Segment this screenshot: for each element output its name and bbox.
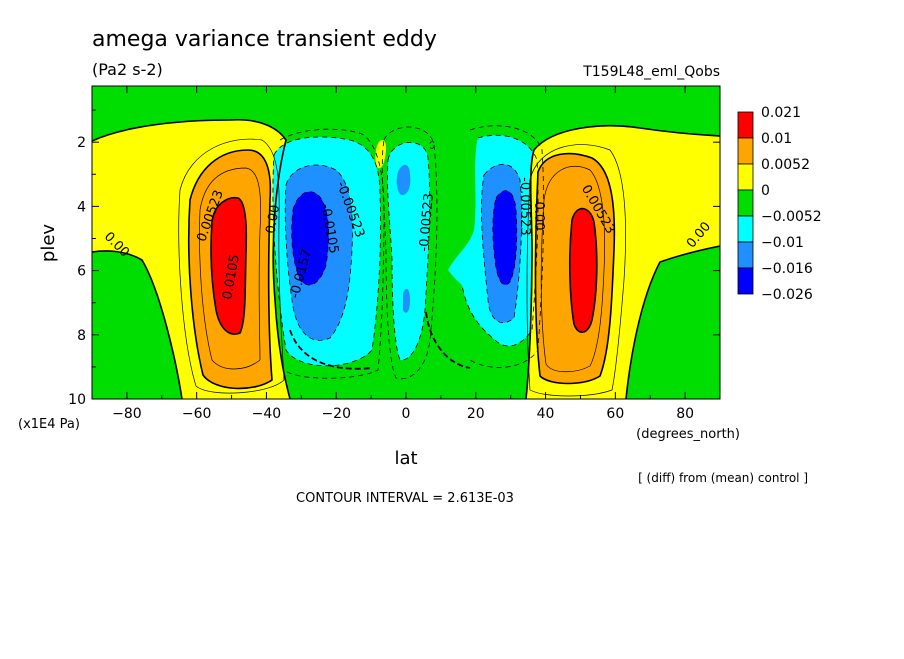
equatorial-negative-region-2 xyxy=(403,288,410,313)
y-tick-label: 10 xyxy=(68,392,86,408)
x-tick-label: 0 xyxy=(402,406,411,422)
legend-swatch xyxy=(737,267,754,295)
solid-contours xyxy=(92,118,720,399)
x-tick-label: 20 xyxy=(467,406,485,422)
x-tick-label: 60 xyxy=(606,406,624,422)
x-axis-unit: (degrees_north) xyxy=(636,427,740,442)
nh-positive-region-2 xyxy=(569,208,597,333)
legend-swatch xyxy=(737,163,754,191)
contour-label: -0.00523 xyxy=(517,177,532,235)
legend-label: −0.01 xyxy=(761,235,804,251)
y-axis: 2 4 6 8 10 xyxy=(68,109,720,408)
contour-label: -0.00523 xyxy=(417,193,437,253)
y-axis-label: plev xyxy=(38,224,59,263)
nh-negative-region-2 xyxy=(492,190,517,285)
thin-contours xyxy=(178,138,626,397)
chart-units: (Pa2 s-2) xyxy=(92,60,163,79)
contour-label: 0.00 xyxy=(531,202,546,231)
x-axis-label: lat xyxy=(394,448,417,469)
legend-label: 0.021 xyxy=(761,105,801,121)
diff-note: [ (diff) from (mean) control ] xyxy=(638,471,808,485)
legend-label: 0.0052 xyxy=(761,157,810,173)
y-tick-label: 6 xyxy=(77,264,86,280)
legend-label: 0 xyxy=(761,183,770,199)
bold-zero-contours xyxy=(289,311,471,370)
y-axis-unit: (x1E4 Pa) xyxy=(18,417,80,432)
y-tick-label: 4 xyxy=(77,199,86,215)
x-tick-label: 40 xyxy=(537,406,555,422)
equatorial-negative-region-0 xyxy=(387,142,430,361)
x-tick-label: −60 xyxy=(182,406,212,422)
legend-swatch xyxy=(737,137,754,165)
equatorial-negative-region-1 xyxy=(396,164,411,196)
legend-label: −0.026 xyxy=(761,287,813,303)
legend-label: 0.01 xyxy=(761,131,792,147)
equatorial-positive-blob xyxy=(375,139,386,169)
experiment-label: T159L48_eml_Qobs xyxy=(582,64,720,80)
y-tick-label: 8 xyxy=(77,328,86,344)
contour-field: 0.005230.01050.000.00-0.0157-0.0105-0.00… xyxy=(92,86,720,399)
chart-title: amega variance transient eddy xyxy=(92,27,437,52)
x-tick-label: −80 xyxy=(112,406,142,422)
x-tick-label: −40 xyxy=(252,406,282,422)
legend-swatch xyxy=(737,215,754,243)
contour-interval-label: CONTOUR INTERVAL = 2.613E-03 xyxy=(296,491,514,506)
x-tick-label: 80 xyxy=(676,406,694,422)
color-legend: 0.021 0.01 0.0052 0 −0.0052 −0.01 −0.016 −0.026 xyxy=(737,105,822,303)
legend-swatch xyxy=(737,241,754,269)
legend-swatch xyxy=(737,189,754,217)
legend-label: −0.016 xyxy=(761,261,813,277)
legend-swatch xyxy=(737,111,754,139)
contour-label: 0.00 xyxy=(264,204,284,235)
sh-negative-region-2 xyxy=(291,191,329,285)
x-tick-label: −20 xyxy=(321,406,351,422)
sh-positive-region-2 xyxy=(211,197,247,335)
legend-label: −0.0052 xyxy=(761,209,822,225)
x-axis: −80 −60 −40 −20 0 20 40 60 80 xyxy=(91,86,721,422)
dashed-contours xyxy=(272,125,545,380)
y-tick-label: 2 xyxy=(77,135,86,151)
